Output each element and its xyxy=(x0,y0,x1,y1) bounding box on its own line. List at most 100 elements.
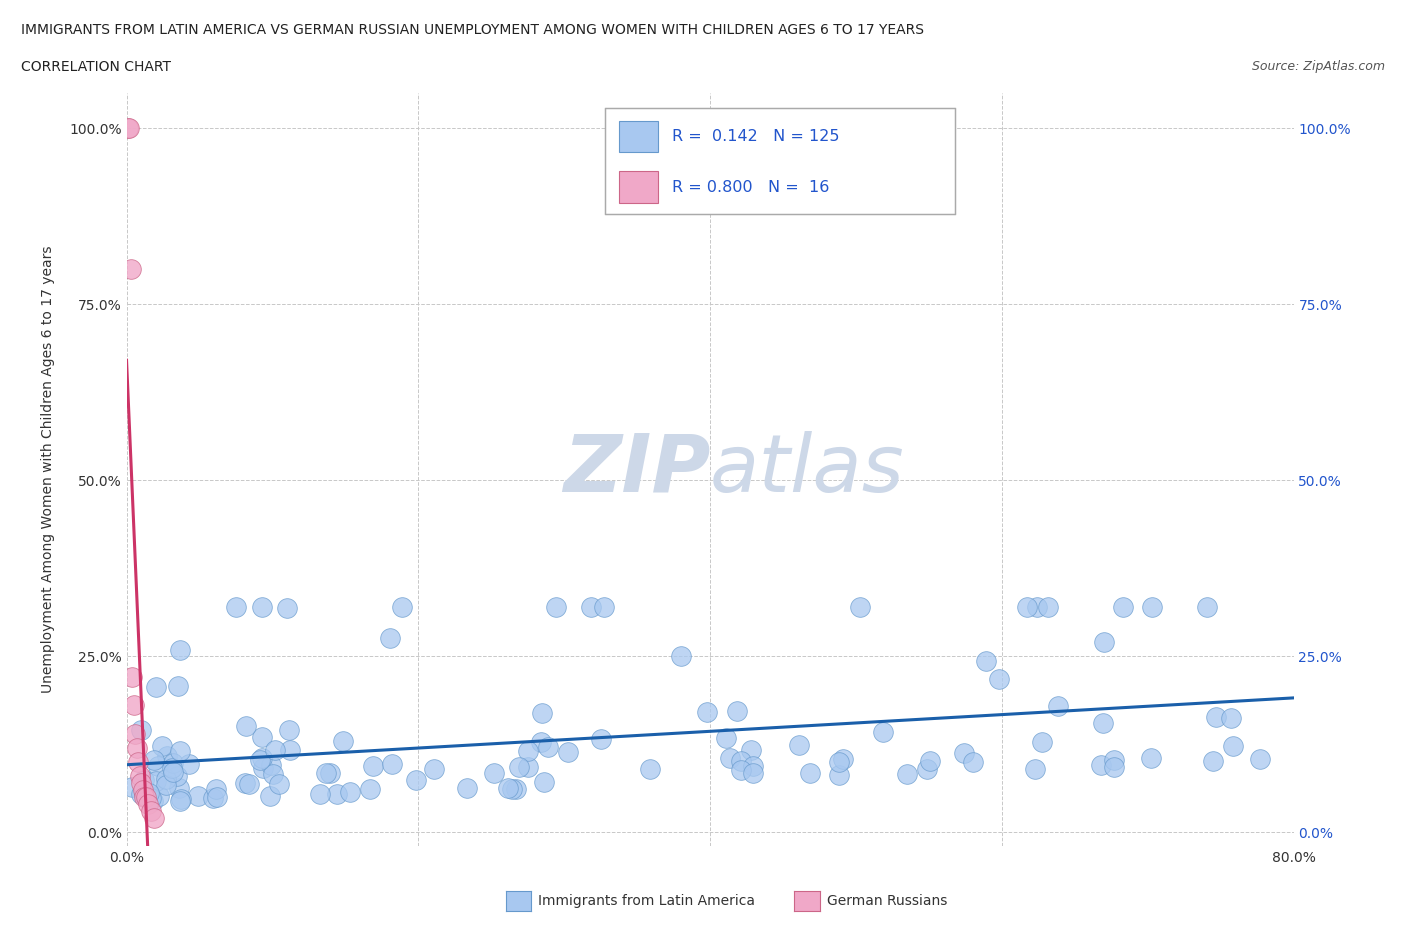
Point xyxy=(589,732,612,747)
Point xyxy=(484,765,506,780)
Point xyxy=(730,763,752,777)
Point xyxy=(138,786,160,801)
Point xyxy=(134,773,156,788)
Point xyxy=(238,777,260,791)
Point xyxy=(169,780,191,795)
Point xyxy=(799,765,821,780)
Point xyxy=(205,790,228,804)
Text: Immigrants from Latin America: Immigrants from Latin America xyxy=(538,894,755,909)
Point xyxy=(162,764,184,779)
Point xyxy=(730,753,752,768)
Point xyxy=(533,775,555,790)
Point xyxy=(264,742,287,757)
Text: ZIP: ZIP xyxy=(562,431,710,509)
Point xyxy=(531,706,554,721)
Point xyxy=(1139,751,1161,765)
Point xyxy=(250,751,273,765)
Point xyxy=(974,654,997,669)
Point xyxy=(177,756,200,771)
Point xyxy=(260,758,283,773)
Point xyxy=(742,765,765,780)
Point xyxy=(249,752,271,767)
Point xyxy=(696,705,718,720)
Point xyxy=(121,779,143,794)
Point xyxy=(259,789,281,804)
Point xyxy=(319,765,342,780)
Point xyxy=(508,760,530,775)
Point xyxy=(787,737,810,752)
Point xyxy=(917,762,939,777)
Point xyxy=(714,731,737,746)
Point xyxy=(129,786,152,801)
Point xyxy=(537,739,560,754)
Point xyxy=(638,762,661,777)
Point xyxy=(953,746,976,761)
Point xyxy=(405,773,427,788)
Point xyxy=(132,790,155,804)
Point xyxy=(1024,762,1046,777)
Point xyxy=(828,767,851,782)
Point xyxy=(118,121,141,136)
Point xyxy=(896,766,918,781)
Point xyxy=(361,759,384,774)
Point xyxy=(162,755,184,770)
Point xyxy=(169,793,191,808)
Point xyxy=(121,670,143,684)
Point xyxy=(1031,735,1053,750)
Point xyxy=(516,759,538,774)
Point xyxy=(1015,600,1038,615)
Point xyxy=(262,766,284,781)
Point xyxy=(155,772,177,787)
Point xyxy=(145,680,167,695)
Point xyxy=(276,601,298,616)
Text: CORRELATION CHART: CORRELATION CHART xyxy=(21,60,172,74)
Point xyxy=(1090,758,1112,773)
Point xyxy=(250,600,273,615)
Point xyxy=(517,743,540,758)
Point xyxy=(359,781,381,796)
Point xyxy=(1092,715,1115,730)
Point xyxy=(277,723,299,737)
Point xyxy=(267,777,290,791)
Point xyxy=(170,791,193,806)
Point xyxy=(155,777,177,792)
Point xyxy=(718,751,741,765)
Point xyxy=(117,121,139,136)
Point xyxy=(160,760,183,775)
Point xyxy=(128,768,150,783)
Point xyxy=(725,703,748,718)
Point xyxy=(122,698,145,713)
Point xyxy=(125,740,148,755)
Point xyxy=(143,811,166,826)
Point xyxy=(1202,753,1225,768)
Point xyxy=(1222,738,1244,753)
Point xyxy=(150,738,173,753)
Point xyxy=(1195,600,1218,615)
Point xyxy=(592,600,614,615)
Point xyxy=(141,804,163,818)
Point xyxy=(987,671,1010,686)
Point xyxy=(205,782,228,797)
Point xyxy=(1102,760,1125,775)
Point xyxy=(148,759,170,774)
Point xyxy=(141,793,163,808)
Point xyxy=(546,600,568,615)
Point xyxy=(169,643,191,658)
Text: IMMIGRANTS FROM LATIN AMERICA VS GERMAN RUSSIAN UNEMPLOYMENT AMONG WOMEN WITH CH: IMMIGRANTS FROM LATIN AMERICA VS GERMAN … xyxy=(21,23,924,37)
Point xyxy=(1092,635,1115,650)
Point xyxy=(169,743,191,758)
Point xyxy=(423,762,446,777)
Point xyxy=(831,751,853,766)
Point xyxy=(962,754,984,769)
Point xyxy=(740,743,762,758)
Point xyxy=(201,790,224,805)
Point xyxy=(138,797,160,812)
Point xyxy=(378,631,401,645)
Point xyxy=(530,735,553,750)
Point xyxy=(918,753,941,768)
Point xyxy=(669,649,692,664)
Point xyxy=(1025,600,1047,615)
Point xyxy=(315,765,337,780)
Point xyxy=(127,754,149,769)
Point xyxy=(187,789,209,804)
